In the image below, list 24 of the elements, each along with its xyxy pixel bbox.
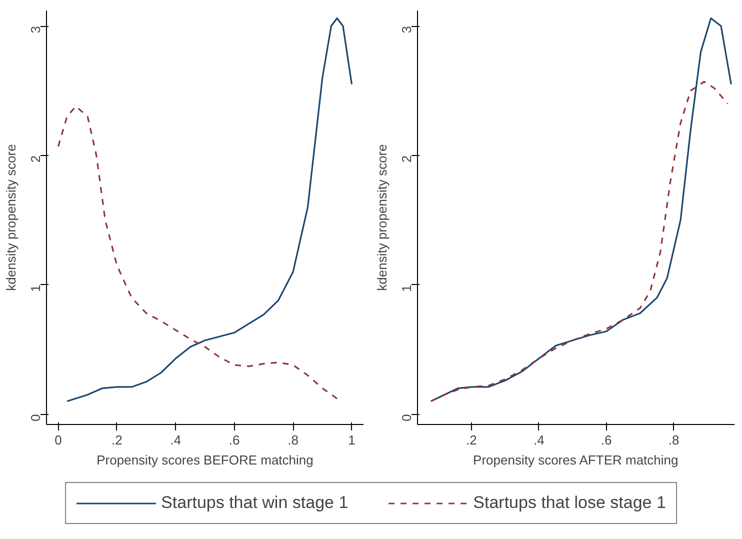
y-axis-title: kdensity propensity score <box>374 144 390 291</box>
x-tick-label: .8 <box>288 432 298 448</box>
legend-label: Startups that lose stage 1 <box>473 493 666 513</box>
x-tick-label: 0 <box>54 432 62 448</box>
y-tick-label: 0 <box>28 414 43 422</box>
y-tick-label: 1 <box>399 284 414 292</box>
y-tick-label: 0 <box>399 414 414 422</box>
x-tick-label: .8 <box>668 432 680 448</box>
x-tick-label: .2 <box>112 432 122 448</box>
x-tick-label: 1 <box>348 432 356 448</box>
y-tick-label: 2 <box>399 155 414 163</box>
y-tick-label: 3 <box>399 26 414 34</box>
y-tick-label: 1 <box>28 284 43 292</box>
x-tick-label: .6 <box>600 432 612 448</box>
x-tick-label: .6 <box>228 432 240 448</box>
y-tick-label: 3 <box>28 26 43 34</box>
y-tick-label: 2 <box>28 155 43 163</box>
x-tick-label: .4 <box>170 432 182 448</box>
x-axis-title: Propensity scores AFTER matching <box>473 452 678 468</box>
x-tick-label: .4 <box>533 432 544 448</box>
legend-label: Startups that win stage 1 <box>161 493 348 513</box>
x-tick-label: .2 <box>466 432 477 448</box>
x-axis-title: Propensity scores BEFORE matching <box>96 452 314 468</box>
y-axis-title: kdensity propensity score <box>4 144 18 291</box>
